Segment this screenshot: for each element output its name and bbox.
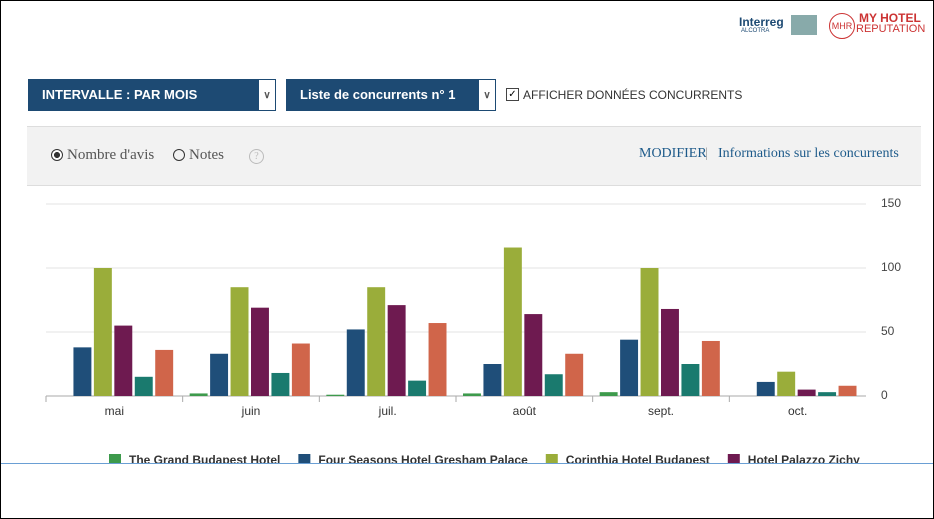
x-tick-label: mai	[105, 404, 124, 418]
bar	[756, 381, 775, 396]
logo-brand: REPUTATION	[856, 23, 926, 35]
bar	[463, 393, 481, 396]
bar	[701, 340, 720, 396]
bar	[326, 394, 345, 396]
logo-icons	[791, 15, 817, 35]
bar	[777, 371, 796, 396]
y-tick-label: 50	[881, 324, 895, 338]
bar	[544, 374, 563, 396]
legend-swatch	[545, 454, 558, 463]
bar	[367, 287, 386, 396]
y-tick-label: 150	[881, 196, 901, 210]
radio[interactable]	[173, 149, 185, 161]
interval-select[interactable]: INTERVALLE : PAR MOIS ∨	[28, 79, 276, 111]
legend-label: The Grand Budapest Hotel	[129, 453, 280, 463]
checkbox-label: AFFICHER DONNÉES CONCURRENTS	[523, 88, 743, 102]
legend-label: Hotel Palazzo Zichy	[748, 453, 860, 463]
bar	[346, 329, 365, 396]
bar	[291, 343, 310, 396]
logo-alcotra: ALCOTRA	[741, 28, 770, 34]
edit-link[interactable]: MODIFIER	[639, 146, 707, 161]
logo-interreg: Interreg	[739, 15, 784, 29]
select-label: INTERVALLE : PAR MOIS	[42, 87, 198, 102]
help-icon[interactable]: ?	[249, 149, 264, 164]
bar	[620, 339, 639, 396]
bar	[408, 380, 427, 396]
legend-swatch	[298, 454, 311, 463]
select-label: Liste de concurrents n° 1	[300, 87, 456, 102]
competitor-select[interactable]: Liste de concurrents n° 1 ∨	[286, 79, 496, 111]
bar	[251, 307, 269, 396]
bar	[189, 393, 208, 396]
logo-brand: MY HOTEL	[859, 11, 921, 25]
bar	[661, 308, 679, 396]
radio-label: Nombre d'avis	[67, 147, 155, 163]
info-link[interactable]: Informations sur les concurrents	[718, 146, 899, 161]
bar	[565, 353, 584, 396]
bar	[503, 247, 522, 396]
bar	[681, 364, 700, 396]
checkbox[interactable]: ✓	[506, 88, 519, 101]
bar	[155, 349, 174, 396]
x-tick-label: sept.	[648, 404, 674, 418]
radio-label: Notes	[189, 147, 224, 163]
bar	[73, 347, 92, 396]
logo-circle: MHR	[829, 13, 855, 39]
caret: ∨	[258, 79, 276, 111]
bar	[210, 353, 229, 396]
legend-swatch	[727, 454, 740, 463]
bar	[93, 268, 112, 396]
bar	[599, 392, 618, 396]
bar	[838, 385, 857, 396]
x-tick-label: août	[513, 404, 537, 418]
caret: ∨	[478, 79, 496, 111]
bar	[483, 364, 502, 396]
x-tick-label: juil.	[378, 404, 397, 418]
bar	[114, 325, 133, 396]
bar	[640, 268, 659, 396]
legend-swatch	[109, 454, 121, 463]
y-tick-label: 100	[881, 260, 901, 274]
bar	[387, 305, 406, 396]
y-tick-label: 0	[881, 388, 888, 402]
bar	[428, 323, 447, 396]
filter-panel: Nombre d'avis Notes ? MODIFIER | Informa…	[27, 126, 921, 186]
bar	[271, 372, 290, 396]
bar	[230, 287, 249, 396]
bar	[818, 392, 837, 396]
bar	[134, 376, 153, 396]
separator: |	[705, 146, 708, 161]
bar	[797, 389, 816, 396]
radio[interactable]	[51, 149, 63, 161]
x-tick-label: oct.	[788, 404, 807, 418]
legend-label: Four Seasons Hotel Gresham Palace	[318, 453, 528, 463]
x-tick-label: juin	[241, 404, 261, 418]
chart: 0 50 100 150 mai juin juil. août sept. oct. The Gr…	[45, 196, 901, 463]
legend-label: Corinthia Hotel Budapest	[566, 453, 710, 463]
divider	[1, 463, 933, 464]
bar	[524, 314, 543, 396]
